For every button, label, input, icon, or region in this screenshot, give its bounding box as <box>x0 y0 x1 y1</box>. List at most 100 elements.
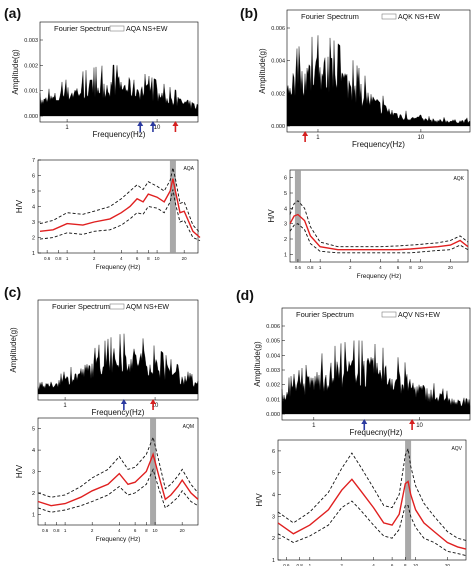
hv-x-label: Frequency (Hz) <box>357 273 402 280</box>
hv-mean-curve <box>39 178 201 239</box>
hv-upper-curve <box>37 435 199 498</box>
hv-y-tick-label: 3 <box>272 514 275 520</box>
hv-y-tick-label: 4 <box>284 206 287 212</box>
hv-y-tick-label: 2 <box>272 536 275 542</box>
spectrum-y-label: Amplitude(g) <box>258 48 267 94</box>
hv-lower-curve <box>277 500 467 557</box>
spectrum-title: Fourier Spectrum <box>52 302 110 311</box>
spectrum-frame <box>37 299 199 401</box>
panel-label: (c) <box>4 284 21 300</box>
hv-frame <box>289 169 469 263</box>
spectrum-y-tick-label: 0.006 <box>266 324 280 330</box>
spectrum-y-tick-label: 0.004 <box>271 59 285 65</box>
spectrum-frame <box>281 307 471 421</box>
hv-peak-band <box>150 418 157 525</box>
spectrum-y-label: Amplitude(g) <box>11 49 20 95</box>
hv-y-tick-label: 7 <box>32 158 35 164</box>
spectrum-x-tick-label: 10 <box>418 135 425 141</box>
hv-y-tick-label: 1 <box>32 251 35 257</box>
hv-peak-band <box>405 440 412 560</box>
peak-arrow-head <box>361 419 368 424</box>
peak-arrow-head <box>149 121 156 126</box>
spectrum-y-tick-label: 0.001 <box>24 89 38 95</box>
spectrum-y-tick-label: 0.006 <box>271 26 285 32</box>
hv-y-tick-label: 1 <box>32 512 35 518</box>
spectrum-y-tick-label: 0.000 <box>24 114 38 120</box>
hv-peak-band <box>294 170 301 262</box>
hv-y-tick-label: 6 <box>272 449 275 455</box>
peak-arrow-head <box>150 399 157 404</box>
hv-y-tick-label: 5 <box>272 471 275 477</box>
hv-y-label: H/V <box>15 199 24 213</box>
hv-y-tick-label: 4 <box>32 448 35 454</box>
spectrum-legend: AQK NS+EW <box>398 14 440 21</box>
peak-arrow-head <box>172 121 179 126</box>
hv-x-tick-label: 0.8 <box>307 265 314 270</box>
hv-y-tick-label: 2 <box>32 491 35 497</box>
peak-arrow-head <box>120 399 127 404</box>
hv-y-tick-label: 2 <box>284 237 287 243</box>
hv-x-tick-label: 10 <box>155 256 161 261</box>
hv-x-tick-label: 2 <box>340 563 343 566</box>
hv-legend: AQA <box>183 166 194 172</box>
legend-swatch <box>109 303 125 310</box>
spectrum-legend: AQM NS+EW <box>126 304 169 311</box>
spectrum-y-tick-label: 0.000 <box>271 124 285 130</box>
hv-upper-curve <box>289 200 469 248</box>
hv-x-tick-label: 2 <box>349 265 352 270</box>
hv-x-label: Frequency (Hz) <box>96 536 141 543</box>
hv-x-tick-label: 0.6 <box>283 563 290 566</box>
hv-x-tick-label: 0.6 <box>295 265 302 270</box>
hv-x-tick-label: 10 <box>418 265 424 270</box>
hv-x-tick-label: 8 <box>404 563 407 566</box>
spectrum-frame <box>286 9 471 133</box>
hv-y-tick-label: 4 <box>272 493 275 499</box>
hv-y-tick-label: 1 <box>284 252 287 258</box>
hv-peak-band <box>169 160 176 253</box>
spectrum-area <box>37 333 199 395</box>
hv-y-tick-label: 4 <box>32 205 35 211</box>
spectrum-y-tick-label: 0.001 <box>266 397 280 403</box>
hv-x-label: Frequency (Hz) <box>96 264 141 271</box>
spectrum-title: Fourier Spectrum <box>54 24 112 33</box>
spectrum-x-label: Frequency(Hz) <box>92 408 145 417</box>
hv-y-tick-label: 5 <box>32 427 35 433</box>
spectrum-y-tick-label: 0.002 <box>24 63 38 69</box>
spectrum-y-tick-label: 0.002 <box>266 383 280 389</box>
hv-x-tick-label: 4 <box>118 528 121 533</box>
hv-x-tick-label: 1 <box>309 563 312 566</box>
hv-x-tick-label: 8 <box>145 528 148 533</box>
spectrum-x-tick-label: 1 <box>65 125 69 131</box>
spectrum-y-tick-label: 0.003 <box>266 368 280 374</box>
hv-x-tick-label: 1 <box>319 265 322 270</box>
hv-x-tick-label: 6 <box>397 265 400 270</box>
hv-upper-curve <box>39 167 201 234</box>
hv-y-label: H/V <box>255 493 264 507</box>
spectrum-title: Fourier Spectrum <box>301 12 359 21</box>
hv-y-tick-label: 3 <box>284 222 287 228</box>
spectrum-title: Fourier Spectrum <box>296 310 354 319</box>
spectrum-frame <box>39 21 199 123</box>
peak-arrow-head <box>409 419 416 424</box>
hv-lower-curve <box>39 189 201 242</box>
hv-x-tick-label: 10 <box>413 563 419 566</box>
hv-x-tick-label: 4 <box>379 265 382 270</box>
spectrum-legend: AQA NS+EW <box>126 26 168 33</box>
hv-lower-curve <box>289 223 469 254</box>
hv-x-tick-label: 0.6 <box>42 528 49 533</box>
hv-x-tick-label: 2 <box>93 256 96 261</box>
hv-y-tick-label: 2 <box>32 236 35 242</box>
spectrum-x-label: Frequecny(Hz) <box>350 428 403 437</box>
spectrum-x-tick-label: 10 <box>152 403 159 409</box>
peak-arrow-head <box>302 131 309 136</box>
hv-mean-curve <box>289 213 469 251</box>
hv-y-label: H/V <box>267 209 276 223</box>
hv-x-tick-label: 8 <box>409 265 412 270</box>
hv-lower-curve <box>37 468 199 513</box>
hv-legend: AQK <box>453 176 464 182</box>
hv-x-tick-label: 20 <box>180 528 186 533</box>
hv-x-tick-label: 2 <box>91 528 94 533</box>
panel-label: (b) <box>240 5 258 21</box>
spectrum-y-tick-label: 0.005 <box>266 339 280 345</box>
